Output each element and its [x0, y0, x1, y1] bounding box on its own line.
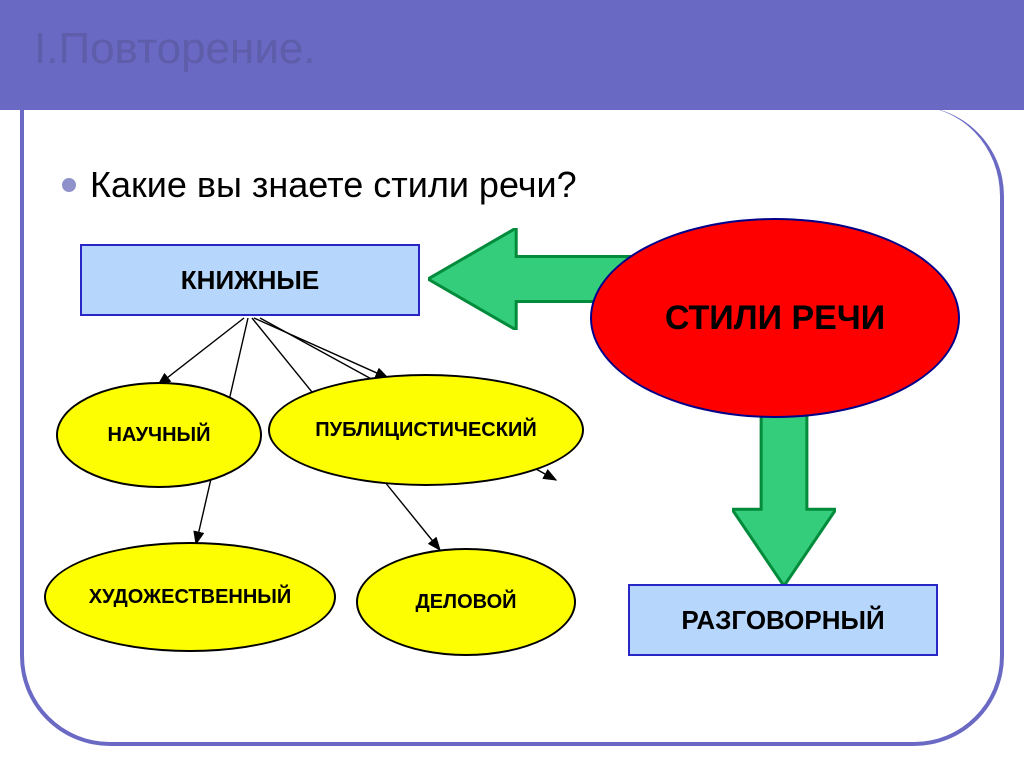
node-label: ПУБЛИЦИСТИЧЕСКИЙ: [315, 419, 536, 442]
node-stili-rechi: СТИЛИ РЕЧИ: [590, 218, 960, 418]
node-knizhnye: КНИЖНЫЕ: [80, 244, 420, 316]
node-label: ХУДОЖЕСТВЕННЫЙ: [89, 586, 292, 609]
node-label: ДЕЛОВОЙ: [415, 591, 516, 614]
slide: I.Повторение. Какие вы знаете стили речи…: [0, 0, 1024, 767]
node-publicist: ПУБЛИЦИСТИЧЕСКИЙ: [268, 374, 584, 486]
page-title: I.Повторение.: [34, 24, 316, 74]
node-label: НАУЧНЫЙ: [107, 424, 210, 447]
node-label: РАЗГОВОРНЫЙ: [681, 605, 884, 636]
node-label: СТИЛИ РЕЧИ: [665, 299, 885, 338]
arrow-down-icon: [732, 394, 836, 586]
node-nauchnyy: НАУЧНЫЙ: [56, 382, 262, 488]
node-hudozh: ХУДОЖЕСТВЕННЫЙ: [44, 542, 336, 652]
node-delovoy: ДЕЛОВОЙ: [356, 548, 576, 656]
node-label: КНИЖНЫЕ: [181, 265, 319, 296]
node-razgovorny: РАЗГОВОРНЫЙ: [628, 584, 938, 656]
